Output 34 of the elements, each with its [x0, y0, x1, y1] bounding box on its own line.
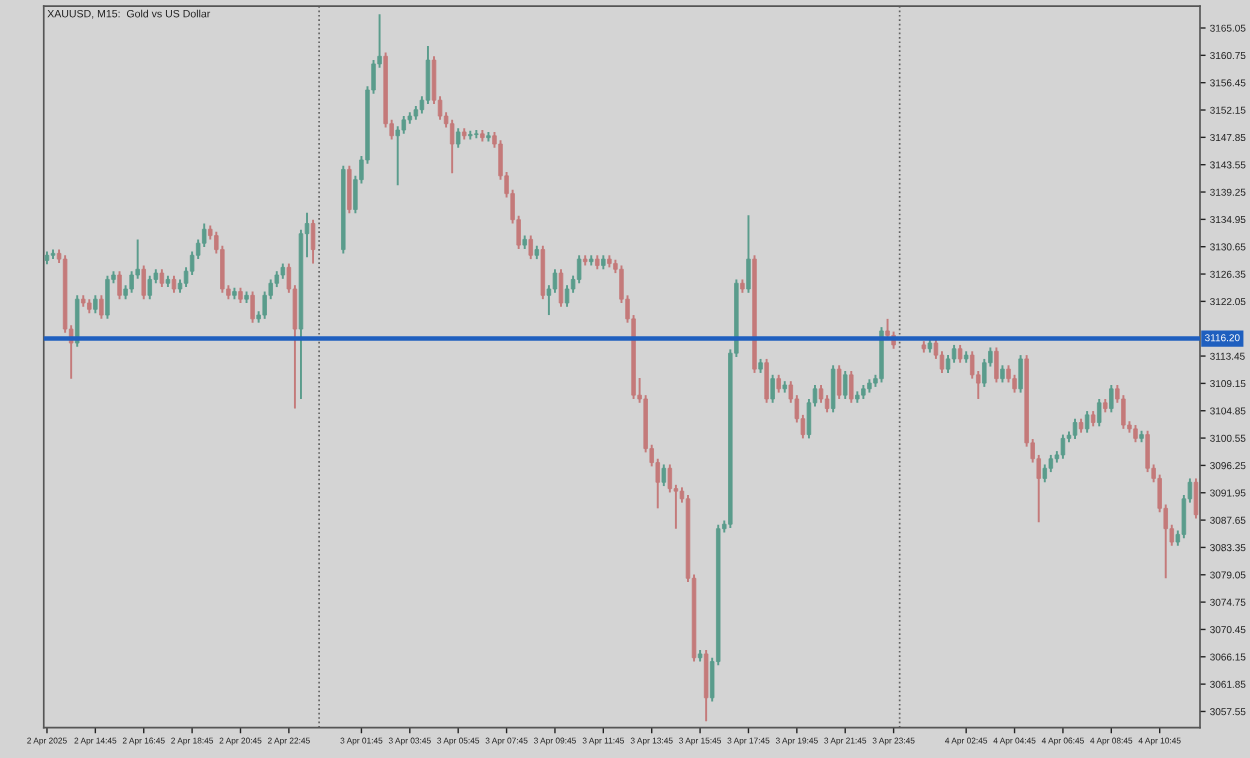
- candlestick: [310, 218, 316, 265]
- candlestick: [449, 118, 455, 175]
- candlestick: [830, 364, 836, 414]
- candlestick: [1084, 410, 1090, 434]
- candlestick: [564, 284, 570, 308]
- candlestick: [661, 463, 667, 488]
- candlestick: [1096, 398, 1102, 428]
- candlestick: [540, 244, 546, 301]
- candlestick: [1072, 417, 1078, 440]
- candlestick: [528, 234, 533, 261]
- candlestick: [576, 254, 582, 285]
- candlestick: [836, 364, 842, 400]
- candlestick: [879, 326, 884, 384]
- candlestick: [141, 264, 146, 301]
- candlestick: [1018, 354, 1023, 394]
- candlestick: [1109, 384, 1114, 414]
- candlestick: [558, 268, 564, 308]
- candlestick: [746, 214, 751, 294]
- candlestick: [842, 370, 848, 400]
- candlestick: [994, 346, 999, 384]
- candlestick: [347, 164, 352, 215]
- candlestick: [703, 649, 709, 723]
- candlestick: [1060, 433, 1066, 460]
- candlestick: [147, 274, 153, 301]
- candlestick: [455, 127, 461, 149]
- candlestick: [99, 294, 104, 320]
- candlestick: [250, 290, 255, 324]
- candlestick: [849, 370, 854, 404]
- candlestick: [117, 270, 122, 301]
- candlestick: [105, 274, 110, 320]
- candlestick: [764, 357, 769, 404]
- candlestick: [1145, 429, 1150, 474]
- candlestick: [770, 373, 775, 404]
- candlestick: [74, 294, 80, 348]
